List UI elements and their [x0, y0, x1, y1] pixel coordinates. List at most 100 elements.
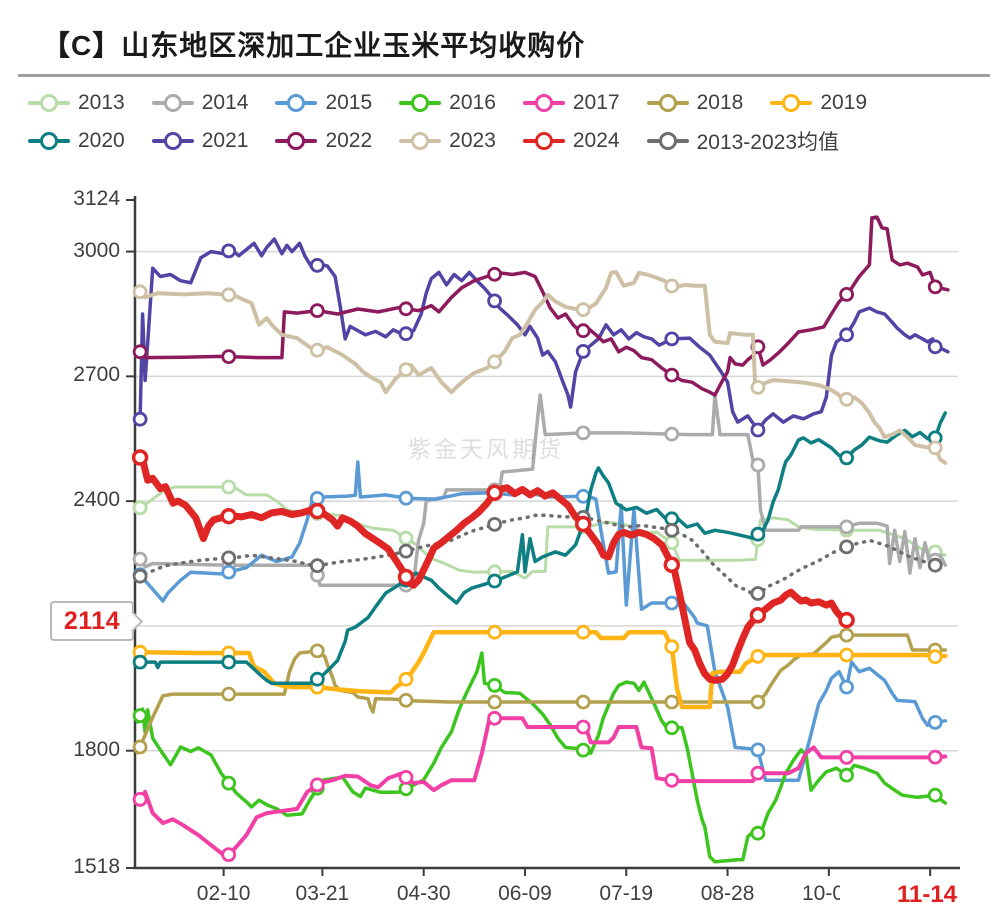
marker-2013-2023均值-day252	[750, 586, 766, 601]
marker-2016-day287	[839, 767, 854, 783]
marker-2014-day183	[575, 425, 591, 441]
marker-2017-day183	[575, 719, 591, 735]
marker-2015-day78	[309, 490, 325, 506]
x-axis-label-03-21: 03-21	[295, 882, 350, 905]
title-divider	[18, 74, 990, 77]
marker-2023-day8	[132, 284, 148, 300]
legend-item-2016[interactable]: 2016	[399, 91, 496, 115]
legend-label-2020: 2020	[78, 129, 125, 152]
marker-2021-day43	[221, 243, 237, 259]
marker-2013-day218	[664, 535, 680, 551]
marker-2017-day287	[839, 750, 854, 765]
marker-2024-day8	[131, 449, 149, 466]
y-axis-label-2400: 2400	[73, 488, 120, 512]
legend-marker-icon-2013-2023均值	[646, 131, 689, 151]
marker-2018-day252	[750, 694, 766, 710]
legend-marker-icon-2014	[151, 93, 194, 113]
marker-2021-day322	[927, 339, 943, 355]
marker-2017-day322	[927, 749, 943, 765]
legend-marker-icon-2023	[399, 131, 442, 151]
marker-2016-day183	[575, 742, 591, 758]
marker-2019-day218	[664, 639, 680, 655]
marker-2020-day148	[487, 573, 503, 589]
legend-label-2022: 2022	[325, 129, 373, 152]
series-line-2021	[135, 237, 950, 432]
series-line-2020	[135, 411, 948, 686]
marker-2024-day78	[309, 502, 326, 520]
marker-2022-day322	[927, 279, 943, 295]
marker-2016-day8	[132, 708, 148, 723]
x-axis-label-04-30: 04-30	[396, 882, 451, 905]
series-line-2013	[136, 485, 947, 580]
x-axis-label-last-date: 11-14	[896, 881, 958, 908]
legend-item-2015[interactable]: 2015	[275, 91, 372, 115]
marker-2024-day183	[574, 515, 592, 533]
legend-label-2017: 2017	[572, 91, 620, 114]
y-axis-label-3124: 3124	[73, 187, 120, 210]
legend-marker-icon-2015	[275, 93, 318, 113]
series-line-2017	[135, 716, 948, 860]
last-value-badge: 2114	[50, 601, 144, 642]
legend-item-2013-2023均值[interactable]: 2013-2023均值	[646, 126, 839, 156]
legend-label-2023: 2023	[449, 129, 496, 152]
marker-2013-2023均值-day43	[221, 550, 237, 566]
marker-2018-day183	[575, 694, 591, 710]
marker-2019-day113	[398, 671, 414, 687]
y-axis-label-1800: 1800	[73, 737, 120, 761]
marker-2017-day218	[664, 772, 680, 788]
legend-item-2017[interactable]: 2017	[522, 91, 620, 115]
legend-marker-icon-2017	[522, 93, 565, 113]
legend-item-2024[interactable]: 2024	[522, 129, 620, 153]
marker-2013-2023均值-day148	[487, 517, 503, 532]
marker-2022-day218	[664, 367, 680, 383]
legend-item-2014[interactable]: 2014	[151, 91, 248, 115]
legend-item-2013[interactable]: 2013	[28, 91, 125, 115]
marker-2021-day287	[839, 327, 854, 343]
marker-2020-day8	[132, 654, 148, 670]
marker-2019-day252	[750, 649, 766, 664]
marker-2013-2023均值-day287	[839, 539, 854, 555]
marker-2013-2023均值-day113	[398, 543, 414, 559]
marker-2018-day113	[398, 692, 414, 708]
marker-2019-day322	[927, 649, 943, 665]
marker-2021-day252	[750, 422, 766, 438]
marker-2017-day78	[309, 777, 325, 793]
x-axis-label-02-10: 02-10	[196, 882, 251, 905]
legend-item-2021[interactable]: 2021	[151, 129, 248, 153]
marker-2022-day43	[221, 349, 237, 365]
legend-item-2023[interactable]: 2023	[399, 129, 496, 153]
legend-item-2020[interactable]: 2020	[28, 129, 125, 153]
legend-marker-icon-2018	[646, 93, 689, 113]
legend-marker-icon-2020	[28, 131, 70, 151]
marker-2016-day218	[664, 720, 680, 736]
legend-label-2015: 2015	[325, 91, 373, 114]
marker-2024-day252	[749, 607, 767, 624]
marker-2022-day287	[839, 286, 854, 302]
marker-2021-day218	[664, 331, 680, 347]
y-axis-label-1518: 1518	[73, 855, 120, 878]
series-line-2024	[134, 451, 851, 684]
marker-2016-day252	[750, 825, 766, 841]
marker-2016-day43	[221, 775, 237, 791]
legend-item-2022[interactable]: 2022	[275, 129, 372, 153]
legend-item-2018[interactable]: 2018	[646, 91, 743, 115]
marker-2017-day113	[398, 770, 414, 785]
legend-item-2019[interactable]: 2019	[770, 91, 867, 115]
x-axis-label-07-19: 07-19	[599, 882, 654, 905]
legend-marker-icon-2013	[28, 93, 70, 113]
legend-label-2013: 2013	[78, 91, 125, 114]
marker-2021-day183	[575, 343, 591, 359]
marker-2024-day43	[220, 507, 237, 525]
marker-2018-day43	[221, 686, 237, 702]
marker-2013-day113	[398, 530, 414, 546]
marker-2016-day322	[927, 787, 943, 803]
x-axis-label-06-09: 06-09	[498, 882, 552, 905]
marker-2020-day78	[309, 671, 325, 687]
marker-2023-day78	[309, 342, 325, 358]
marker-2023-day43	[221, 287, 237, 303]
marker-2013-2023均值-day218	[664, 522, 680, 538]
marker-2018-day287	[839, 627, 854, 643]
last-value-text: 2114	[63, 606, 121, 635]
marker-2014-day287	[839, 519, 854, 535]
